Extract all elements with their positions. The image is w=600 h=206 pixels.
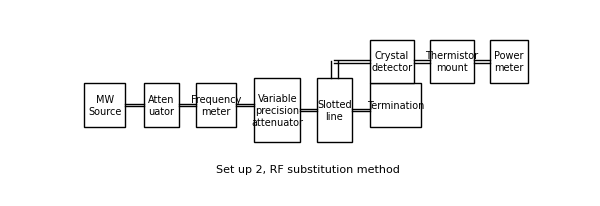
FancyBboxPatch shape <box>370 41 414 83</box>
FancyBboxPatch shape <box>254 79 300 142</box>
Text: Set up 2, RF substitution method: Set up 2, RF substitution method <box>215 164 400 174</box>
Text: Power
meter: Power meter <box>494 51 524 73</box>
Text: Slotted
line: Slotted line <box>317 100 352 121</box>
Text: Atten
uator: Atten uator <box>148 95 175 116</box>
FancyBboxPatch shape <box>196 83 236 128</box>
Text: Termination: Termination <box>367 101 424 111</box>
FancyBboxPatch shape <box>317 79 352 142</box>
FancyBboxPatch shape <box>144 83 179 128</box>
FancyBboxPatch shape <box>370 83 421 128</box>
Text: Variable
precision
attenuator: Variable precision attenuator <box>251 94 303 127</box>
Text: Frequency
meter: Frequency meter <box>191 95 241 116</box>
Text: MW
Source: MW Source <box>88 95 121 116</box>
FancyBboxPatch shape <box>490 41 528 83</box>
FancyBboxPatch shape <box>430 41 474 83</box>
Text: Thermistor
mount: Thermistor mount <box>425 51 478 73</box>
Text: Crystal
detector: Crystal detector <box>371 51 412 73</box>
FancyBboxPatch shape <box>84 83 125 128</box>
